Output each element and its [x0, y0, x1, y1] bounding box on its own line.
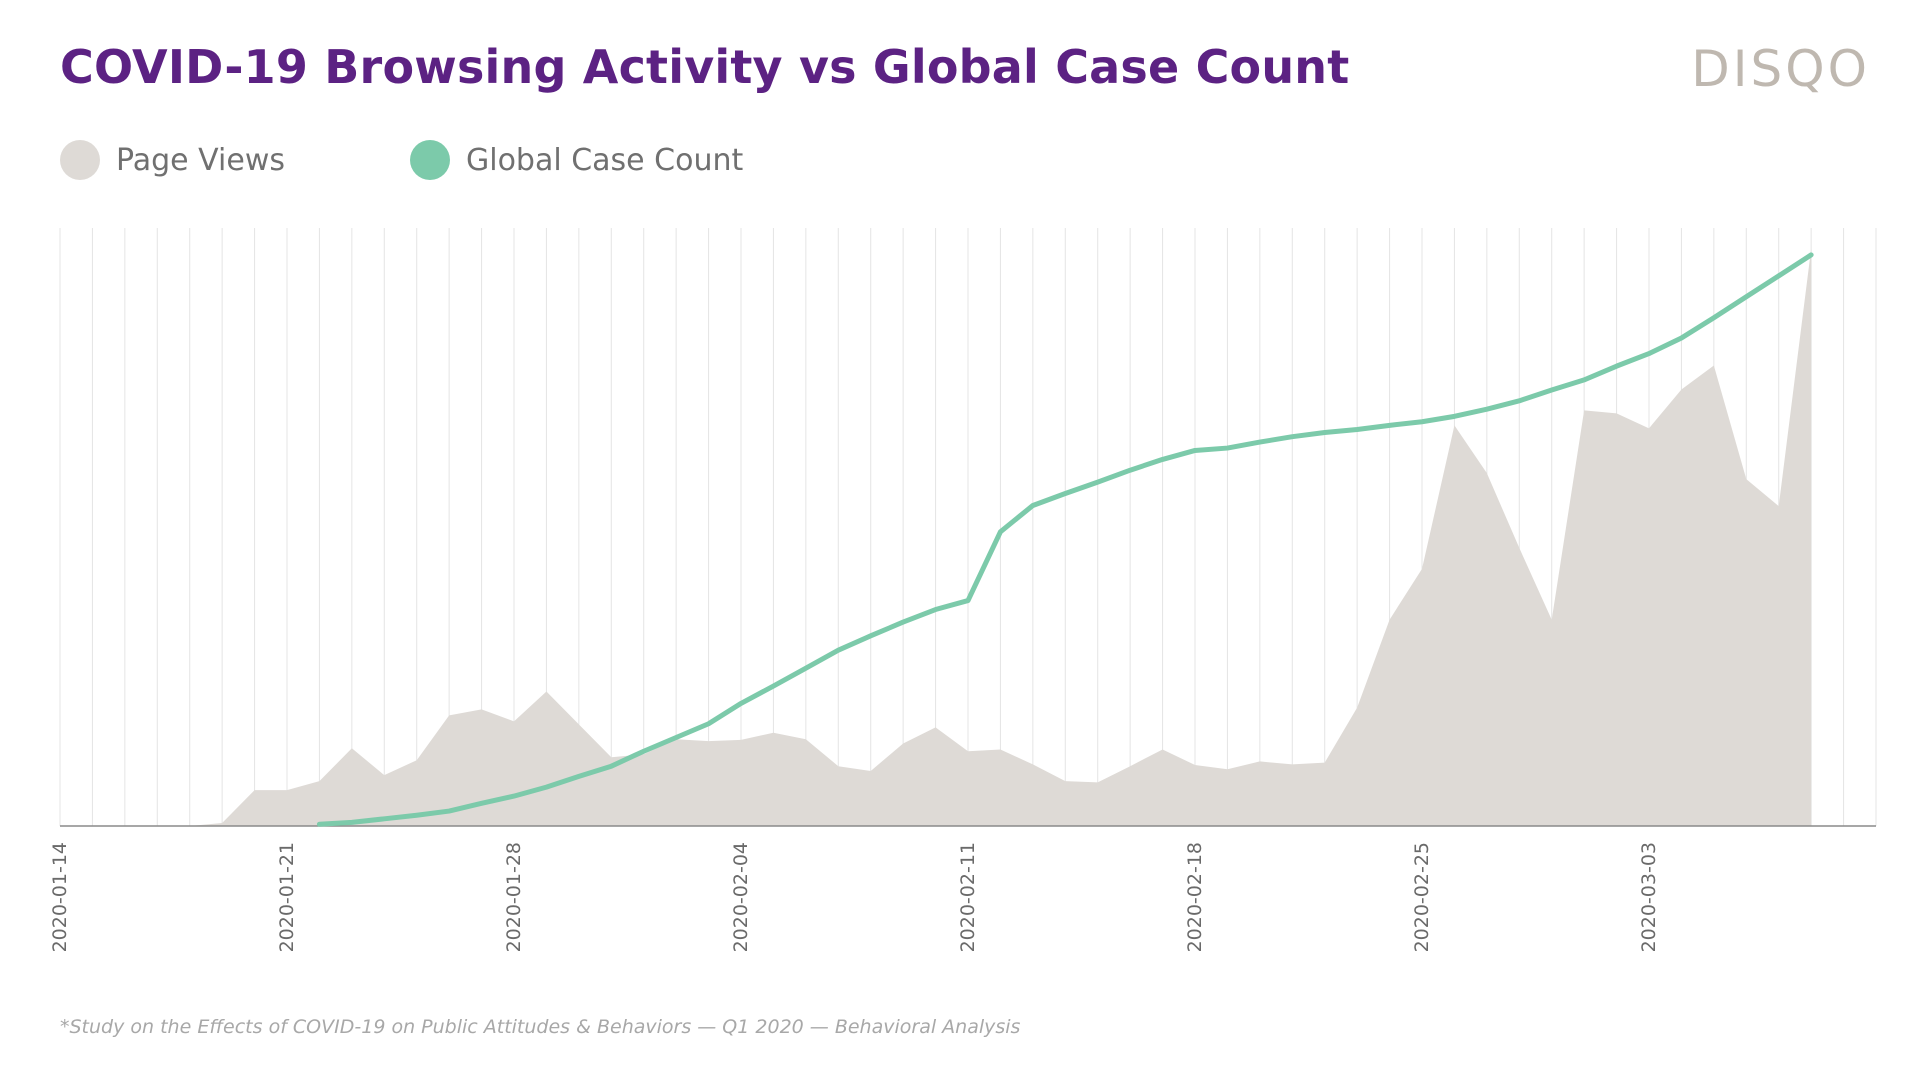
x-tick-label: 2020-01-28 [503, 842, 525, 952]
x-tick-label: 2020-03-03 [1638, 842, 1660, 952]
legend-label-global-case-count: Global Case Count [465, 142, 744, 178]
legend-label-page-views: Page Views [116, 142, 285, 178]
x-tick-label: 2020-02-11 [957, 842, 979, 952]
x-tick-label: 2020-02-25 [1411, 842, 1433, 952]
legend-swatch-global-case-count [409, 140, 450, 180]
x-tick-label: 2020-01-14 [49, 842, 71, 952]
legend-swatch-page-views [60, 140, 100, 180]
chart-title: COVID-19 Browsing Activity vs Global Cas… [60, 40, 1350, 94]
global-case-count-line [316, 252, 1814, 827]
x-tick-label: 2020-01-21 [276, 842, 298, 952]
x-tick-label: 2020-02-18 [1184, 842, 1206, 952]
legend-item-global-case-count: Global Case Count [409, 140, 744, 180]
x-tick-label: 2020-02-04 [730, 842, 752, 952]
footnote: *Study on the Effects of COVID-19 on Pub… [60, 1016, 1021, 1038]
brand-logo: DISQO [1691, 40, 1870, 98]
legend-item-page-views: Page Views [60, 140, 285, 180]
chart-legend: Page Views Global Case Count [60, 140, 868, 180]
page-views-area [60, 248, 1812, 826]
